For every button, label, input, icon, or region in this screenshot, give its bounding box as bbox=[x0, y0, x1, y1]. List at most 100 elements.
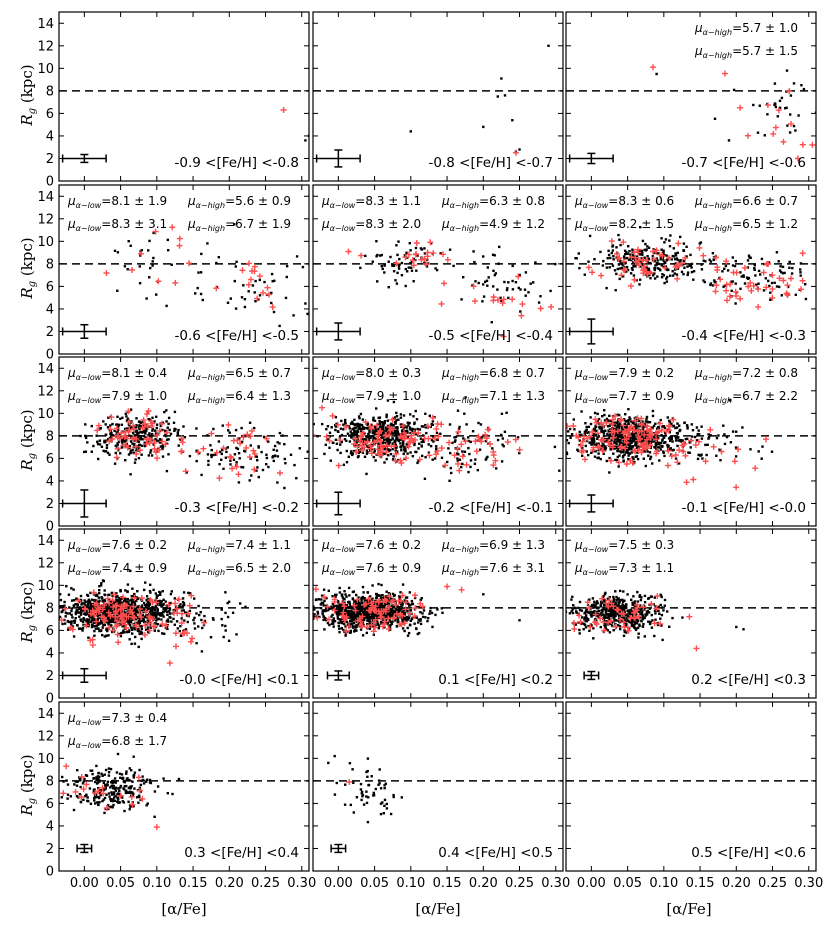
alpha-low-point bbox=[377, 427, 380, 431]
alpha-high-point bbox=[775, 107, 782, 114]
alpha-low-point bbox=[426, 619, 429, 623]
alpha-low-point bbox=[630, 439, 634, 442]
alpha-high-point bbox=[700, 252, 707, 259]
alpha-low-point bbox=[351, 452, 355, 455]
alpha-low-point bbox=[413, 422, 416, 426]
alpha-high-point bbox=[178, 435, 185, 442]
alpha-low-point bbox=[104, 433, 108, 437]
alpha-low-point bbox=[209, 636, 213, 639]
alpha-low-point bbox=[679, 439, 683, 442]
alpha-low-point bbox=[139, 436, 143, 439]
alpha-high-point bbox=[141, 423, 148, 430]
alpha-low-point bbox=[792, 124, 796, 128]
alpha-low-point bbox=[384, 437, 387, 441]
alpha-low-point bbox=[374, 427, 377, 431]
alpha-low-point bbox=[89, 606, 92, 609]
alpha-low-point bbox=[740, 275, 743, 278]
alpha-low-point bbox=[250, 474, 253, 477]
alpha-low-point bbox=[182, 609, 185, 612]
alpha-low-point bbox=[745, 276, 749, 279]
alpha-low-point bbox=[124, 597, 127, 600]
alpha-low-point bbox=[367, 438, 370, 441]
alpha-low-point bbox=[227, 429, 230, 432]
alpha-low-point bbox=[112, 601, 116, 604]
alpha-low-point bbox=[695, 439, 699, 442]
alpha-low-point bbox=[108, 453, 111, 456]
alpha-high-point bbox=[103, 270, 110, 277]
alpha-low-point bbox=[424, 456, 427, 459]
alpha-low-point bbox=[128, 599, 131, 602]
alpha-low-point bbox=[102, 600, 105, 603]
alpha-low-point bbox=[129, 244, 132, 247]
alpha-low-point bbox=[383, 264, 386, 267]
alpha-low-point bbox=[613, 439, 616, 442]
alpha-low-point bbox=[616, 436, 620, 439]
alpha-low-point bbox=[403, 629, 406, 633]
alpha-high-point bbox=[142, 622, 149, 629]
alpha-low-point bbox=[496, 438, 500, 442]
alpha-low-point bbox=[80, 611, 83, 614]
alpha-low-point bbox=[359, 428, 363, 431]
y-tick-label: 6 bbox=[46, 452, 54, 467]
alpha-low-point bbox=[407, 266, 410, 269]
alpha-low-point bbox=[534, 261, 537, 264]
y-tick-label: 6 bbox=[46, 280, 54, 295]
alpha-low-point bbox=[112, 620, 116, 624]
alpha-low-point bbox=[692, 270, 696, 273]
alpha-low-point bbox=[386, 424, 390, 428]
alpha-low-point bbox=[396, 435, 399, 439]
alpha-high-point bbox=[367, 423, 374, 430]
alpha-low-point bbox=[283, 443, 286, 446]
alpha-low-point bbox=[397, 432, 401, 436]
alpha-high-point bbox=[129, 267, 135, 273]
alpha-high-point bbox=[114, 618, 120, 624]
alpha-low-point bbox=[96, 623, 99, 626]
alpha-low-point bbox=[380, 436, 383, 440]
alpha-low-point bbox=[405, 443, 408, 446]
alpha-low-point bbox=[81, 606, 85, 609]
alpha-high-point bbox=[500, 296, 507, 303]
alpha-low-point bbox=[96, 594, 99, 598]
alpha-high-point bbox=[636, 257, 642, 264]
alpha-low-point bbox=[662, 425, 666, 428]
alpha-low-point bbox=[608, 424, 611, 428]
alpha-low-point bbox=[150, 454, 154, 457]
alpha-low-point bbox=[615, 426, 619, 429]
alpha-low-point bbox=[749, 256, 752, 259]
alpha-low-point bbox=[572, 418, 575, 421]
alpha-low-point bbox=[55, 640, 57, 642]
alpha-low-point bbox=[431, 423, 434, 426]
alpha-low-point bbox=[84, 434, 87, 438]
alpha-low-point bbox=[135, 599, 138, 603]
alpha-high-point bbox=[313, 432, 316, 439]
alpha-low-point bbox=[664, 238, 668, 241]
alpha-low-point bbox=[628, 452, 632, 455]
alpha-low-point bbox=[285, 275, 288, 279]
alpha-low-point bbox=[93, 634, 96, 637]
alpha-low-point bbox=[505, 411, 508, 414]
alpha-low-point bbox=[625, 251, 628, 254]
alpha-low-point bbox=[398, 600, 401, 604]
y-tick-label: 4 bbox=[46, 129, 54, 144]
alpha-low-point bbox=[467, 436, 470, 439]
alpha-low-point bbox=[105, 627, 108, 631]
alpha-low-point bbox=[68, 606, 71, 609]
alpha-low-point bbox=[669, 274, 672, 277]
alpha-low-point bbox=[135, 606, 138, 609]
alpha-low-point bbox=[731, 430, 735, 433]
alpha-high-point bbox=[718, 448, 725, 455]
alpha-low-point bbox=[363, 455, 367, 458]
alpha-high-point bbox=[798, 286, 804, 293]
alpha-low-point bbox=[149, 583, 152, 586]
alpha-high-point bbox=[458, 441, 465, 448]
alpha-low-point bbox=[326, 455, 328, 457]
alpha-high-point bbox=[260, 289, 266, 296]
alpha-high-point bbox=[640, 267, 647, 274]
alpha-high-point bbox=[776, 275, 783, 282]
alpha-low-point bbox=[697, 429, 700, 432]
stat-annotation: μα−high=7.1 ± 1.3 bbox=[441, 389, 545, 405]
alpha-high-point bbox=[247, 276, 254, 283]
alpha-low-point bbox=[496, 288, 499, 291]
alpha-low-point bbox=[131, 628, 134, 631]
alpha-low-point bbox=[669, 439, 672, 442]
